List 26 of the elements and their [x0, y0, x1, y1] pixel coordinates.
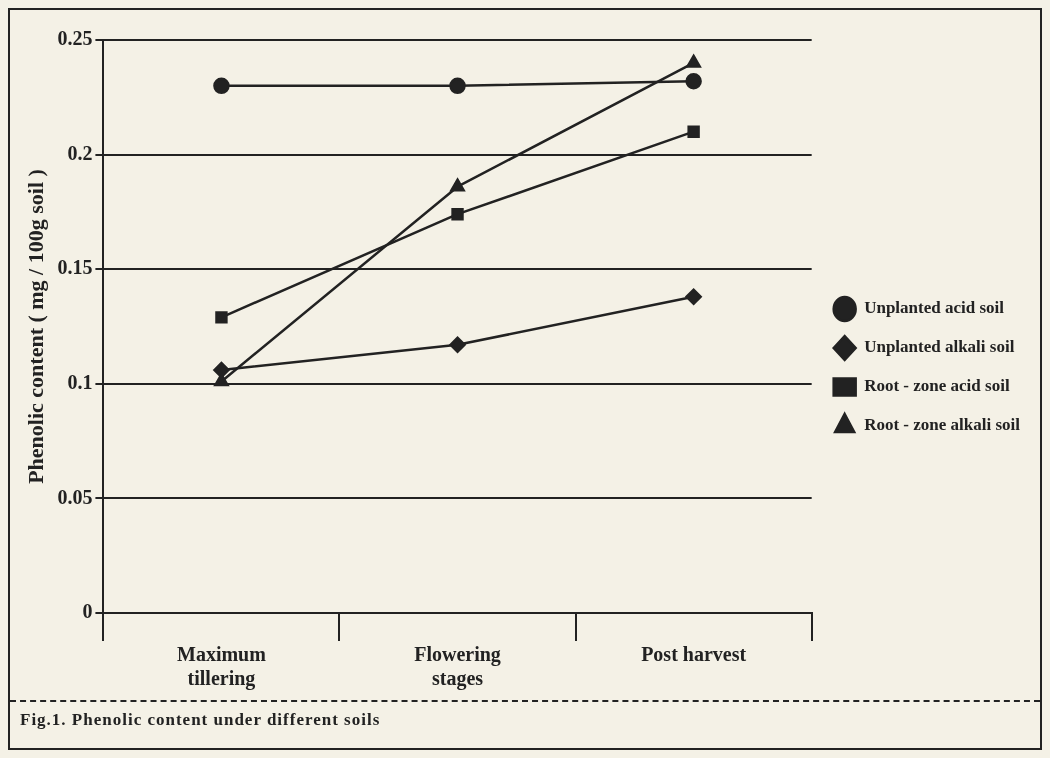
legend-label: Root - zone acid soil	[864, 376, 1010, 396]
y-tick-label: 0	[82, 600, 93, 623]
y-tick-label: 0.05	[57, 485, 93, 508]
legend-label: Root - zone alkali soil	[864, 415, 1021, 435]
point	[451, 207, 464, 221]
y-tick-label: 0.1	[67, 370, 93, 393]
y-axis-title: Phenolic content ( mg / 100g soil )	[22, 169, 48, 484]
point	[215, 311, 228, 324]
x-tick-label: Post harvest	[641, 643, 747, 666]
point	[449, 336, 466, 354]
y-tick-label: 0.25	[57, 27, 93, 50]
point	[687, 125, 700, 138]
x-tick-label: Flowering stages	[414, 643, 501, 691]
point	[685, 288, 702, 305]
point	[449, 77, 466, 95]
caption: Fig.1. Phenolic content under different soils	[20, 710, 381, 730]
point	[213, 77, 230, 95]
x-tick-label: Maximum tillering	[177, 643, 267, 691]
legend-label: Unplanted acid soil	[864, 298, 1005, 318]
point	[213, 361, 230, 379]
point	[450, 178, 465, 192]
y-tick-label: 0.15	[57, 256, 93, 279]
y-tick-label: 0.2	[67, 141, 93, 164]
point	[686, 54, 701, 68]
point	[685, 73, 702, 90]
legend-label: Unplanted alkali soil	[864, 337, 1015, 357]
